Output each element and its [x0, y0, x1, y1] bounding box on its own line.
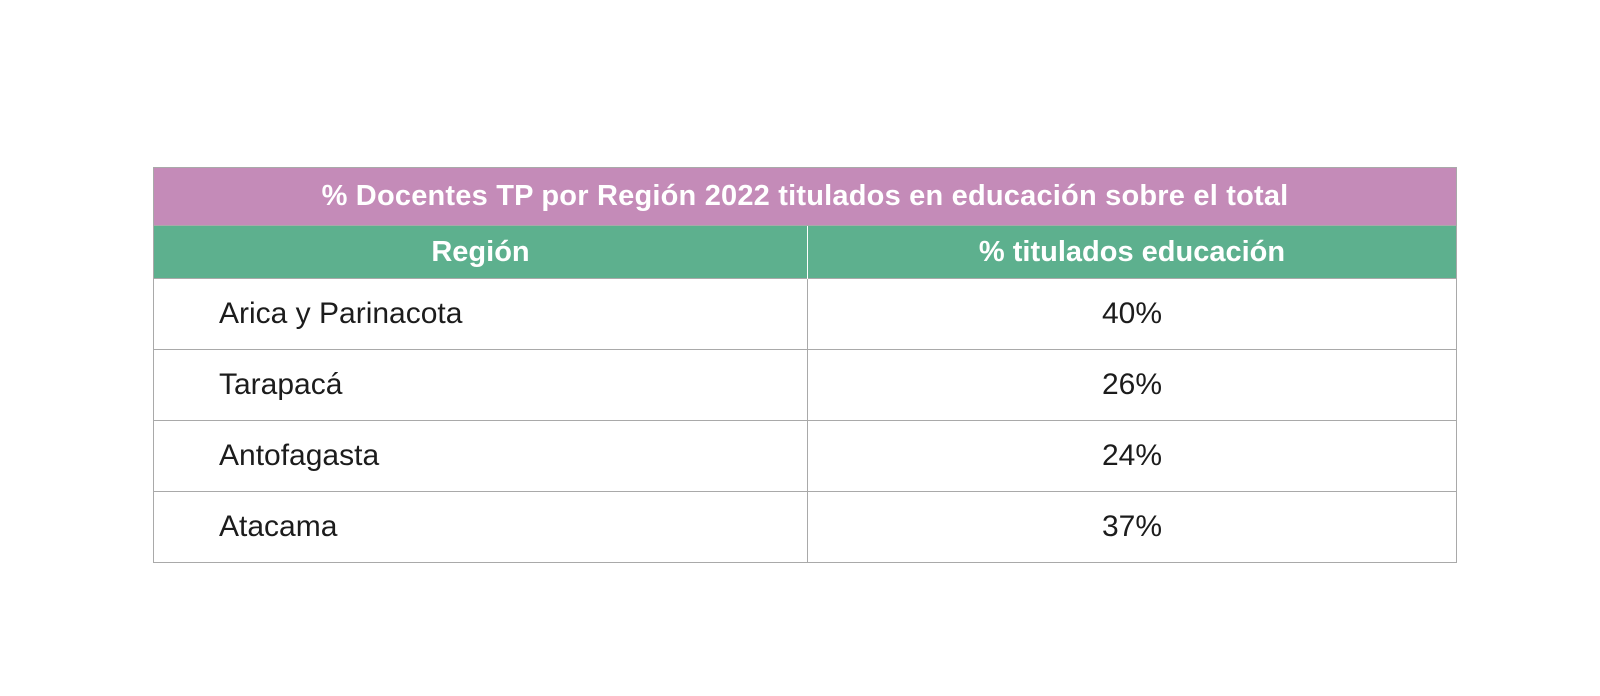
region-cell: Antofagasta: [154, 421, 808, 492]
data-table: % Docentes TP por Región 2022 titulados …: [153, 167, 1457, 563]
region-cell: Atacama: [154, 492, 808, 563]
table-row: Arica y Parinacota 40%: [154, 279, 1457, 350]
region-cell: Arica y Parinacota: [154, 279, 808, 350]
table-row: Antofagasta 24%: [154, 421, 1457, 492]
value-cell: 26%: [808, 350, 1457, 421]
value-cell: 40%: [808, 279, 1457, 350]
value-cell: 37%: [808, 492, 1457, 563]
value-cell: 24%: [808, 421, 1457, 492]
region-cell: Tarapacá: [154, 350, 808, 421]
column-header-percent: % titulados educación: [808, 226, 1457, 279]
table-row: Tarapacá 26%: [154, 350, 1457, 421]
data-table-container: % Docentes TP por Región 2022 titulados …: [153, 167, 1456, 563]
column-header-region: Región: [154, 226, 808, 279]
table-header-row: Región % titulados educación: [154, 226, 1457, 279]
table-title: % Docentes TP por Región 2022 titulados …: [154, 168, 1457, 226]
table-row: Atacama 37%: [154, 492, 1457, 563]
table-title-row: % Docentes TP por Región 2022 titulados …: [154, 168, 1457, 226]
